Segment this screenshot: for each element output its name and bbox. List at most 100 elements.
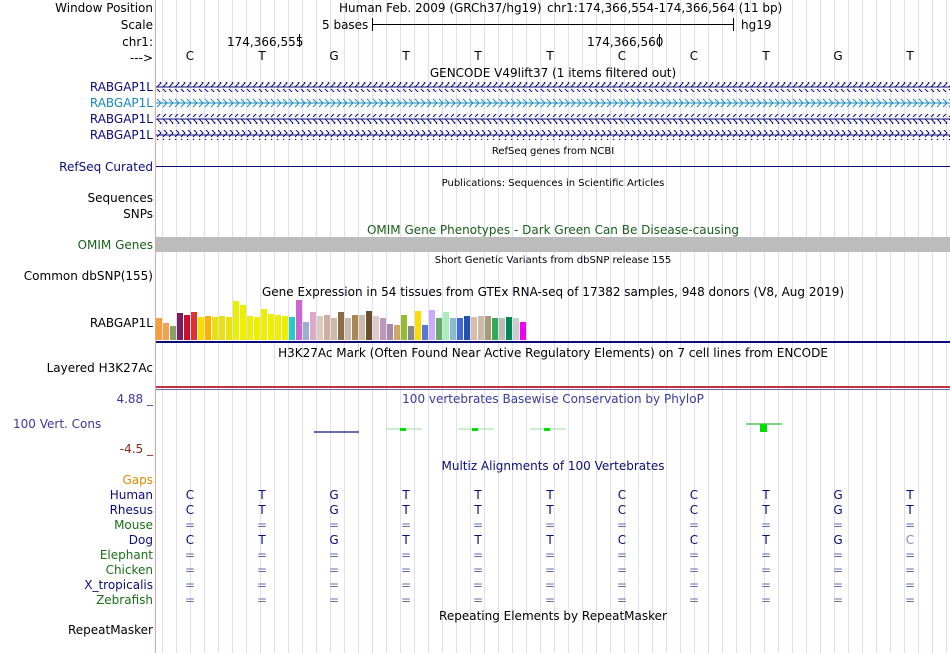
gtex-tissue-bar[interactable]: [268, 314, 274, 340]
gtex-tissue-bar[interactable]: [352, 315, 358, 340]
alignment-base: =: [328, 548, 340, 562]
omim-label[interactable]: OMIM Genes: [77, 238, 153, 252]
gtex-tissue-bar[interactable]: [492, 318, 498, 340]
transcript-1[interactable]: [156, 82, 950, 92]
gtex-tissue-bar[interactable]: [478, 316, 484, 340]
gtex-tissue-bar[interactable]: [289, 317, 295, 340]
h3k27ac-label[interactable]: Layered H3K27Ac: [46, 361, 153, 375]
gtex-tissue-bar[interactable]: [443, 312, 449, 340]
species-label-rhesus[interactable]: Rhesus: [109, 503, 153, 517]
omim-gene-bar[interactable]: [156, 237, 950, 252]
gtex-tissue-bar[interactable]: [226, 317, 232, 340]
gtex-tissue-bar[interactable]: [254, 317, 260, 340]
gtex-tissue-bar[interactable]: [163, 323, 169, 340]
gtex-tissue-bar[interactable]: [282, 316, 288, 340]
phylop-label[interactable]: 100 Vert. Cons: [13, 417, 102, 431]
species-label-chicken[interactable]: Chicken: [105, 563, 153, 577]
phylop-plot[interactable]: [156, 415, 950, 440]
gtex-tissue-bar[interactable]: [387, 324, 393, 340]
ruler-base: T: [546, 49, 554, 63]
label-separator: [155, 0, 156, 653]
species-label-x_tropicalis[interactable]: X_tropicalis: [84, 578, 153, 592]
gencode-transcripts[interactable]: [156, 78, 950, 142]
gtex-tissue-bar[interactable]: [247, 316, 253, 340]
gtex-bar-chart[interactable]: [156, 300, 556, 340]
gtex-tissue-bar[interactable]: [324, 315, 330, 340]
alignment-base: C: [689, 533, 699, 547]
gtex-tissue-bar[interactable]: [366, 311, 372, 340]
gtex-tissue-bar[interactable]: [422, 325, 428, 340]
gtex-tissue-bar[interactable]: [506, 317, 512, 340]
gtex-tissue-bar[interactable]: [457, 318, 463, 340]
gtex-tissue-bar[interactable]: [338, 312, 344, 340]
gtex-tissue-bar[interactable]: [373, 316, 379, 340]
browser-image[interactable]: Human Feb. 2009 (GRCh37/hg19) chr1:174,3…: [156, 0, 950, 653]
gtex-tissue-bar[interactable]: [345, 318, 351, 340]
gencode-label-3[interactable]: RABGAP1L: [89, 112, 153, 126]
gencode-label-2[interactable]: RABGAP1L: [89, 96, 153, 110]
alignment-base: =: [472, 593, 484, 607]
gtex-tissue-bar[interactable]: [198, 317, 204, 340]
gtex-tissue-bar[interactable]: [513, 318, 519, 340]
gtex-tissue-bar[interactable]: [317, 316, 323, 340]
gtex-tissue-bar[interactable]: [219, 316, 225, 340]
gencode-label-1[interactable]: RABGAP1L: [89, 80, 153, 94]
gtex-tissue-bar[interactable]: [191, 312, 197, 340]
gtex-tissue-bar[interactable]: [331, 318, 337, 340]
gencode-label-4[interactable]: RABGAP1L: [89, 128, 153, 142]
gtex-tissue-bar[interactable]: [275, 315, 281, 340]
grid-line: [848, 0, 849, 653]
transcript-3[interactable]: [156, 114, 950, 124]
gtex-tissue-bar[interactable]: [303, 322, 309, 340]
pubs-sequences-label[interactable]: Sequences: [87, 191, 153, 205]
gtex-tissue-bar[interactable]: [359, 315, 365, 340]
gtex-tissue-bar[interactable]: [177, 313, 183, 340]
alignment-base: =: [472, 563, 484, 577]
gtex-tissue-bar[interactable]: [429, 310, 435, 340]
alignment-base: =: [688, 578, 700, 592]
gtex-tissue-bar[interactable]: [212, 317, 218, 340]
omim-title: OMIM Gene Phenotypes - Dark Green Can Be…: [366, 223, 740, 237]
gtex-tissue-bar[interactable]: [471, 317, 477, 340]
gtex-tissue-bar[interactable]: [310, 312, 316, 340]
phylop-bar-4: [544, 428, 550, 431]
species-label-dog[interactable]: Dog: [128, 533, 153, 547]
refseq-gene-line[interactable]: [156, 166, 950, 167]
gtex-tissue-bar[interactable]: [394, 325, 400, 340]
gtex-tissue-bar[interactable]: [380, 318, 386, 340]
gtex-tissue-bar[interactable]: [415, 311, 421, 340]
transcript-2[interactable]: [156, 98, 950, 108]
gtex-tissue-bar[interactable]: [464, 316, 470, 340]
gtex-tissue-bar[interactable]: [205, 316, 211, 340]
gtex-label[interactable]: RABGAP1L: [89, 316, 153, 330]
refseq-label[interactable]: RefSeq Curated: [59, 160, 153, 174]
gtex-tissue-bar[interactable]: [184, 315, 190, 340]
species-label-mouse[interactable]: Mouse: [114, 518, 153, 532]
gtex-tissue-bar[interactable]: [240, 305, 246, 340]
gtex-tissue-bar[interactable]: [436, 318, 442, 340]
pubs-snps-label[interactable]: SNPs: [123, 207, 153, 221]
gtex-tissue-bar[interactable]: [401, 315, 407, 340]
gtex-tissue-bar[interactable]: [296, 300, 302, 340]
gtex-tissue-bar[interactable]: [261, 309, 267, 340]
gtex-tissue-bar[interactable]: [520, 322, 526, 340]
gtex-tissue-bar[interactable]: [170, 326, 176, 340]
dbsnp-label[interactable]: Common dbSNP(155): [23, 269, 153, 283]
transcript-4[interactable]: [156, 130, 950, 140]
h3k27ac-signal-line[interactable]: [156, 386, 950, 388]
alignment-base: =: [616, 563, 628, 577]
gtex-tissue-bar[interactable]: [408, 326, 414, 340]
multiz-title: Multiz Alignments of 100 Vertebrates: [441, 459, 665, 473]
gtex-tissue-bar[interactable]: [450, 318, 456, 340]
grid-line: [946, 0, 947, 653]
gtex-tissue-bar[interactable]: [485, 316, 491, 340]
gtex-tissue-bar[interactable]: [233, 301, 239, 340]
alignment-base: =: [400, 578, 412, 592]
gtex-tissue-bar[interactable]: [499, 318, 505, 340]
species-label-zebrafish[interactable]: Zebrafish: [96, 593, 153, 607]
repeatmasker-label[interactable]: RepeatMasker: [67, 623, 153, 637]
species-label-elephant[interactable]: Elephant: [99, 548, 153, 562]
alignment-base: =: [832, 563, 844, 577]
gtex-tissue-bar[interactable]: [156, 318, 162, 340]
species-label-human[interactable]: Human: [109, 488, 153, 502]
